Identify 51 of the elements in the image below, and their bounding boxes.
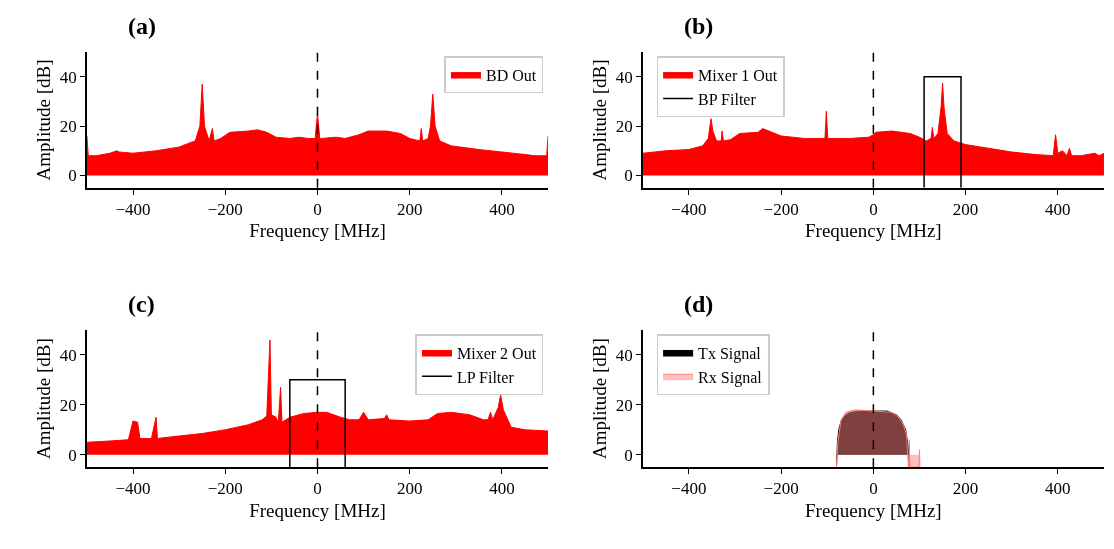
x-tick-label: 0 bbox=[869, 479, 878, 499]
y-tick-label: 40 bbox=[615, 67, 633, 87]
x-axis-title: Frequency [MHz] bbox=[805, 499, 942, 521]
x-tick-label: −400 bbox=[671, 199, 707, 219]
y-tick-label: 20 bbox=[59, 395, 77, 415]
legend-label: Mixer 1 Out bbox=[698, 66, 778, 84]
x-tick-label: 400 bbox=[1045, 479, 1071, 499]
chart-title: (a) bbox=[128, 13, 156, 39]
y-axis-title: Amplitude [dB] bbox=[33, 338, 55, 459]
x-tick-label: 400 bbox=[489, 199, 515, 219]
x-tick-label: 0 bbox=[313, 199, 322, 219]
legend-label: Rx Signal bbox=[698, 368, 763, 387]
y-tick-label: 20 bbox=[615, 395, 633, 415]
x-tick-label: −200 bbox=[763, 479, 799, 499]
y-axis-title: Amplitude [dB] bbox=[588, 338, 610, 459]
legend-label: BP Filter bbox=[698, 90, 757, 108]
x-tick-label: 200 bbox=[396, 479, 423, 499]
x-tick-label: −400 bbox=[115, 199, 151, 219]
chart-title: (b) bbox=[684, 13, 714, 39]
x-tick-label: 200 bbox=[952, 479, 979, 499]
y-tick-label: 40 bbox=[59, 345, 77, 365]
x-tick-label: −200 bbox=[207, 479, 243, 499]
chart-title: (d) bbox=[684, 291, 714, 317]
x-tick-label: 0 bbox=[313, 479, 322, 499]
x-tick-label: −200 bbox=[763, 199, 799, 219]
y-tick-label: 0 bbox=[624, 166, 633, 186]
x-axis-title: Frequency [MHz] bbox=[249, 499, 386, 521]
legend-label: Tx Signal bbox=[698, 344, 762, 363]
x-axis-title: Frequency [MHz] bbox=[249, 220, 386, 242]
x-tick-label: −200 bbox=[207, 199, 243, 219]
legend-label: Mixer 2 Out bbox=[456, 344, 537, 362]
y-axis-title: Amplitude [dB] bbox=[33, 59, 55, 181]
x-tick-label: 200 bbox=[952, 199, 979, 219]
x-tick-label: 400 bbox=[489, 479, 515, 499]
y-tick-label: 20 bbox=[615, 117, 633, 137]
y-tick-label: 0 bbox=[68, 166, 77, 186]
legend-label: LP Filter bbox=[456, 368, 515, 386]
x-tick-label: −400 bbox=[671, 479, 707, 499]
y-tick-label: 40 bbox=[59, 67, 77, 87]
x-tick-label: 0 bbox=[869, 199, 878, 219]
y-axis-title: Amplitude [dB] bbox=[588, 59, 610, 181]
x-tick-label: 200 bbox=[396, 199, 423, 219]
chart-title: (c) bbox=[128, 291, 155, 317]
y-tick-label: 0 bbox=[68, 445, 77, 465]
x-axis-title: Frequency [MHz] bbox=[805, 220, 942, 242]
legend-label: BD Out bbox=[485, 66, 537, 84]
y-tick-label: 0 bbox=[624, 445, 633, 465]
x-tick-label: 400 bbox=[1045, 199, 1071, 219]
x-tick-label: −400 bbox=[115, 479, 151, 499]
y-tick-label: 20 bbox=[59, 117, 77, 137]
y-tick-label: 40 bbox=[615, 345, 633, 365]
